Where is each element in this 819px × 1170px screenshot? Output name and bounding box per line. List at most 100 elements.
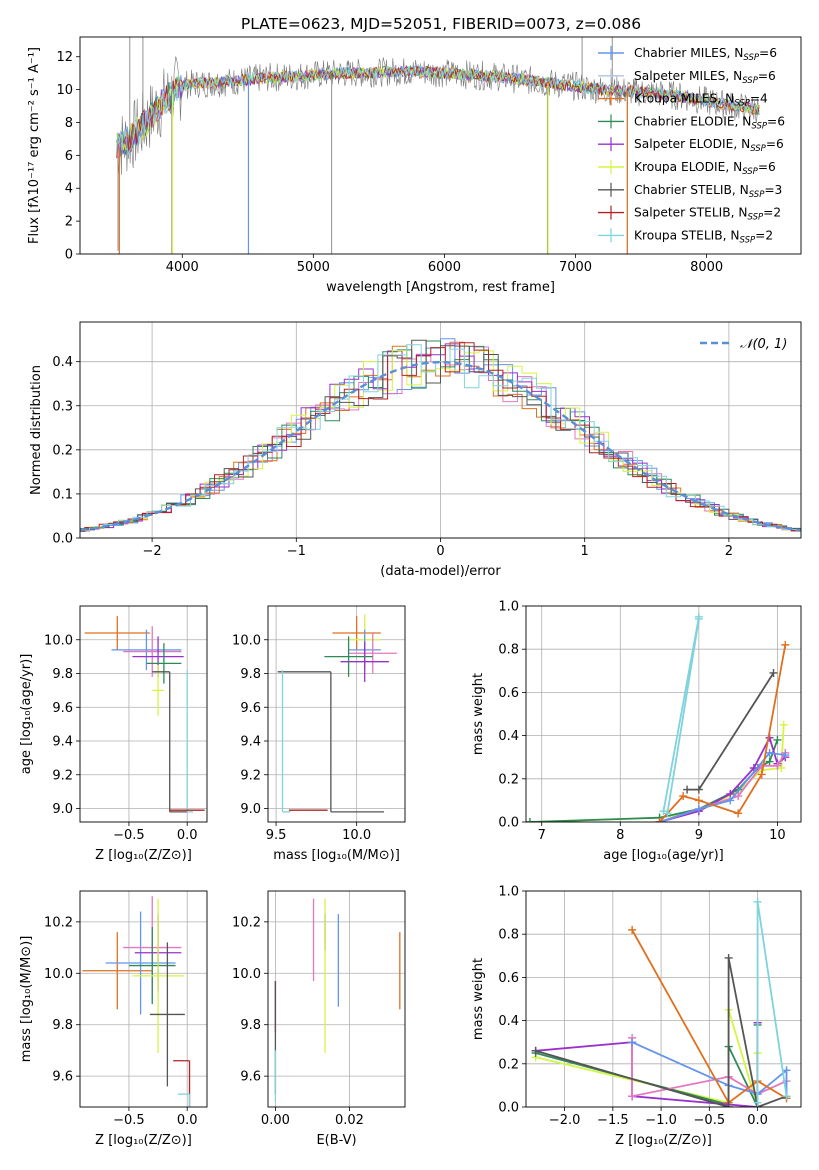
legend-entry: Salpeter MILES, NSSP=6 xyxy=(634,69,776,86)
y-tick-label: 9.8 xyxy=(240,1018,261,1033)
x-tick-label: 10.0 xyxy=(342,828,371,843)
series-path xyxy=(529,724,785,822)
series-path xyxy=(631,929,787,1105)
x-tick-label: −1 xyxy=(287,544,306,559)
data-marker xyxy=(628,1092,637,1101)
x-tick-label: −2.0 xyxy=(549,1113,581,1128)
x-tick-label: 0.02 xyxy=(335,1113,364,1128)
legend-entry: 𝒩(0, 1) xyxy=(740,337,787,352)
y-tick-label: 0.2 xyxy=(52,443,73,458)
chart-mass-vs-Z: −0.5 0.0 9.6 9.8 10.0 10.2 Z [log₁₀(Z/Z⊙)] mass… xyxy=(19,890,208,1148)
errorbar-point xyxy=(105,911,176,1015)
errorbar-point xyxy=(340,641,389,682)
legend-entry: Salpeter ELODIE, NSSP=6 xyxy=(634,137,784,154)
series-line xyxy=(683,668,778,794)
y-tick-label: 10.0 xyxy=(232,967,261,982)
chart-massweight-vs-Z: −2.0 −1.5 −1.0 −0.5 0.0 0.0 0.2 0.4 0.6 0.8 1.0 Z [… xyxy=(471,885,802,1148)
y-tick-label: 0.4 xyxy=(498,1014,519,1029)
axes-frame xyxy=(267,605,406,823)
x-axis-label: Z [log₁₀(Z/Z⊙)] xyxy=(95,1133,192,1148)
y-tick-label: 4 xyxy=(65,182,73,197)
model-spectrum-line xyxy=(116,65,760,156)
y-tick-label: 0.4 xyxy=(498,729,519,744)
chart-age-vs-Z: −0.5 0.0 9.0 9.2 9.4 9.6 9.8 10.0 Z [log₁₀(Z/Z⊙)… xyxy=(19,605,208,863)
y-tick-label: 9.0 xyxy=(52,802,73,817)
x-tick-label: 9.5 xyxy=(266,828,287,843)
x-tick-label: 0.0 xyxy=(177,1113,198,1128)
plot-area-mass-vs-EBV xyxy=(274,898,401,1102)
x-tick-label: 6000 xyxy=(428,260,461,275)
errorbar-point xyxy=(332,616,381,650)
errorbar-point xyxy=(128,927,176,1005)
data-marker xyxy=(782,1092,791,1101)
x-tick-label: 1 xyxy=(581,544,589,559)
legend-entry: Kroupa ELODIE, NSSP=6 xyxy=(634,160,776,177)
legend-entry: Kroupa MILES, NSSP=4 xyxy=(634,92,768,109)
y-axis-label: Flux [fλ10⁻¹⁷ erg cm⁻² s⁻¹ A⁻¹] xyxy=(27,47,42,244)
y-tick-label: 9.6 xyxy=(240,1070,261,1085)
data-marker xyxy=(753,897,762,906)
y-tick-label: 6 xyxy=(65,149,73,164)
data-marker xyxy=(694,796,703,805)
errorbar-point xyxy=(186,670,194,813)
chart-age-vs-mass: 9.5 10.0 9.0 9.2 9.4 9.6 9.8 10.0 mass [log₁₀(M/… xyxy=(232,605,406,863)
y-tick-label: 0.0 xyxy=(52,532,73,547)
x-tick-label: 7000 xyxy=(559,260,592,275)
errorbar-point xyxy=(111,629,182,671)
legend-entry: Salpeter STELIB, NSSP=2 xyxy=(634,206,781,223)
data-marker xyxy=(779,720,788,729)
y-tick-label: 1.0 xyxy=(498,600,519,615)
histogram-series xyxy=(80,342,801,532)
errorbar-point xyxy=(146,643,182,684)
plot-area-spectrum xyxy=(116,37,760,254)
data-marker xyxy=(773,761,782,770)
y-tick-label: 9.8 xyxy=(240,667,261,682)
x-tick-label: 0 xyxy=(436,544,444,559)
y-tick-label: 0.8 xyxy=(498,643,519,658)
y-tick-label: 10.0 xyxy=(44,967,73,982)
series-line xyxy=(659,612,703,816)
plot-area-residuals xyxy=(80,338,801,533)
y-tick-label: 0.2 xyxy=(498,772,519,787)
x-tick-label: −1.0 xyxy=(645,1113,677,1128)
data-marker xyxy=(757,770,766,779)
x-tick-label: 9 xyxy=(695,828,703,843)
gaussian-curve xyxy=(80,360,801,532)
y-tick-label: 10.2 xyxy=(232,915,261,930)
y-tick-label: 0.6 xyxy=(498,686,519,701)
y-axis-label: mass weight xyxy=(471,958,486,1040)
y-tick-label: 9.6 xyxy=(52,1070,73,1085)
x-tick-label: 4000 xyxy=(166,260,199,275)
errorbar-point xyxy=(277,671,385,813)
chart-spectrum: 4000 5000 6000 7000 8000 0 2 4 6 8 10 12 wavelength … xyxy=(27,36,802,295)
errorbar-point xyxy=(152,671,188,813)
data-marker xyxy=(734,809,743,818)
data-marker xyxy=(694,785,703,794)
y-tick-label: 0.0 xyxy=(498,1101,519,1116)
y-tick-label: 2 xyxy=(65,215,73,230)
y-tick-label: 10 xyxy=(56,83,73,98)
chart-mass-vs-EBV: 0.00 0.02 9.6 9.8 10.0 10.2 E(B-V) xyxy=(232,890,406,1148)
y-tick-label: 9.2 xyxy=(240,768,261,783)
x-tick-label: 2 xyxy=(725,544,733,559)
series-line xyxy=(531,1005,762,1107)
errorbar-point xyxy=(82,932,153,1010)
x-axis-label: mass [log₁₀(M/M⊙)] xyxy=(273,848,400,863)
errorbar-point xyxy=(348,633,397,674)
x-tick-label: −0.5 xyxy=(694,1113,726,1128)
data-marker xyxy=(663,809,672,818)
y-tick-label: 0.8 xyxy=(498,928,519,943)
data-marker xyxy=(694,614,703,623)
errorbar-point xyxy=(84,616,150,650)
y-tick-label: 9.8 xyxy=(52,1018,73,1033)
y-axis-label: mass [log₁₀(M/M⊙)] xyxy=(19,936,34,1063)
data-marker xyxy=(628,925,637,934)
x-axis-label: wavelength [Angstrom, rest frame] xyxy=(326,280,555,295)
data-marker xyxy=(773,735,782,744)
x-tick-label: 5000 xyxy=(297,260,330,275)
x-axis-label: Z [log₁₀(Z/Z⊙)] xyxy=(615,1133,712,1148)
data-marker xyxy=(765,757,774,766)
series-line xyxy=(655,640,790,822)
data-marker xyxy=(734,792,743,801)
